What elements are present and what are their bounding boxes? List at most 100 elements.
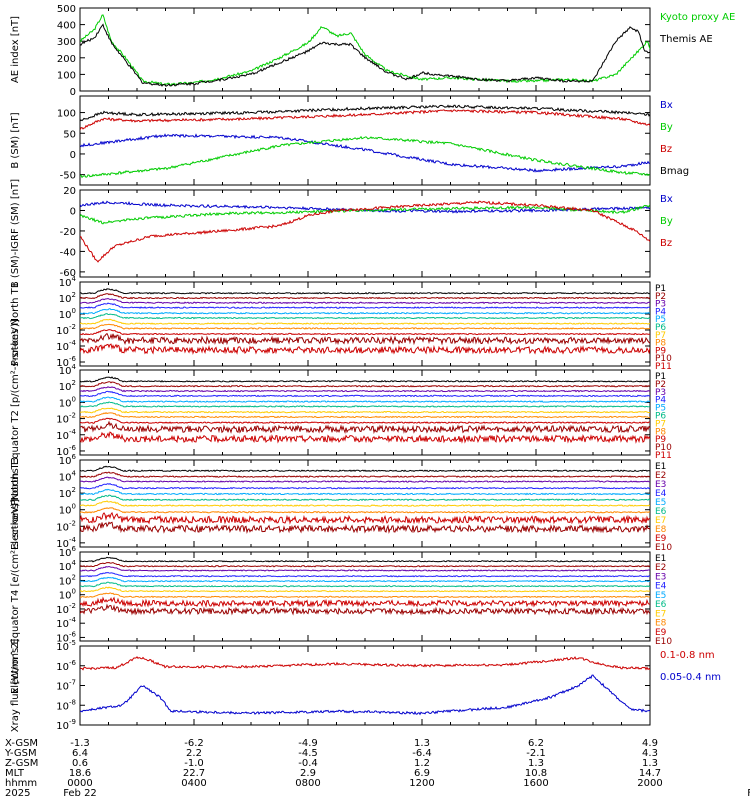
y-axis-label: B (SM)-IGRF (SM) [nT] [10, 179, 21, 288]
y-tick-label: 10-4 [56, 428, 76, 442]
y-tick-label: 50 [63, 129, 76, 140]
y-tick-label: -50 [60, 171, 76, 182]
y-tick-label: 10-6 [56, 630, 76, 644]
channel-line-p11 [80, 431, 650, 444]
legend-entry: Bx [660, 100, 673, 111]
y-tick-label: 10-4 [56, 616, 76, 630]
channel-label: E7 [655, 516, 666, 526]
footer-row-label: MLT [5, 768, 25, 779]
channel-label: E1 [655, 462, 666, 472]
footer-row-value: -6.4 [412, 748, 432, 759]
y-tick-label: 102 [59, 379, 76, 393]
channel-label: P6 [655, 323, 666, 333]
channel-line-p8 [80, 412, 650, 419]
y-tick-label: 100 [57, 70, 76, 81]
footer-row-value: -1.0 [184, 758, 204, 769]
channel-label: E10 [655, 637, 672, 647]
series-line-themis-ae [80, 23, 650, 87]
channel-line-p6 [80, 401, 650, 408]
channel-line-p9 [80, 329, 650, 336]
series-line-by [80, 204, 650, 225]
footer-row-value: 4.3 [642, 748, 658, 759]
footer-row-label: hhmm [5, 778, 37, 789]
footer-row-value: 6.4 [72, 748, 88, 759]
panel-3: -60 -40 -20 0 20 B (SM)-IGRF (SM) [nT] Bx By Bz [10, 179, 673, 288]
y-tick-label: 10-6 [56, 444, 76, 458]
y-tick-label: 104 [59, 363, 77, 377]
channel-line-e6 [80, 581, 650, 588]
panel-5: 104 102 100 10-2 10-4 10-6 Protons Equator T2 … [10, 319, 672, 506]
channel-line-e3 [80, 476, 650, 483]
y-tick-label: 10-2 [56, 323, 76, 337]
y-tick-label: 100 [59, 307, 76, 321]
channel-line-e4 [80, 571, 650, 578]
footer-row-value: 6.2 [528, 738, 544, 749]
legend-entry: By [660, 122, 673, 133]
y-tick-label: 200 [57, 54, 76, 65]
channel-label: P11 [655, 362, 672, 372]
y-tick-label: 300 [57, 37, 76, 48]
y-tick-label: 10-8 [56, 698, 76, 712]
y-tick-label: 500 [57, 4, 76, 15]
legend-entry: Bz [660, 238, 672, 249]
y-tick-label: 100 [59, 588, 76, 602]
channel-line-e7 [80, 586, 650, 593]
legend-entry: Bx [660, 194, 673, 205]
footer-row-value: -2.1 [526, 748, 546, 759]
y-tick-label: 10-9 [56, 718, 76, 732]
footer-row-value: 1200 [409, 778, 434, 789]
y-tick-label: 100 [59, 395, 76, 409]
y-tick-label: 10-6 [56, 659, 76, 673]
y-tick-label: 10-6 [56, 355, 76, 369]
y-tick-label: 102 [59, 573, 76, 587]
channel-line-e8 [80, 592, 650, 599]
channel-line-p7 [80, 407, 650, 414]
channel-label: P2 [655, 380, 666, 390]
y-tick-label: 106 [59, 453, 77, 467]
channel-line-p2 [80, 293, 650, 300]
y-tick-label: 102 [59, 291, 76, 305]
channel-line-p9 [80, 417, 650, 424]
y-tick-label: 100 [59, 503, 76, 517]
channel-label: P9 [655, 346, 666, 356]
channel-line-p1 [80, 288, 650, 295]
y-axis-label: B (SM) [nT] [10, 112, 21, 168]
channel-label: E10 [655, 543, 672, 553]
channel-label: P1 [655, 372, 666, 382]
channel-label: P9 [655, 435, 666, 445]
channel-line-p4 [80, 302, 650, 309]
y-axis-label: AE index [nT] [10, 16, 21, 83]
y-tick-label: 0 [70, 150, 76, 161]
footer-row-value: -1.3 [70, 738, 90, 749]
legend-entry: Bz [660, 144, 672, 155]
channel-line-p11 [80, 343, 650, 355]
y-tick-label: 104 [59, 470, 77, 484]
footer-row-value: 6.9 [414, 768, 430, 779]
channel-label: E3 [655, 572, 666, 582]
footer-row-value: 1.3 [642, 758, 658, 769]
channel-line-e5 [80, 488, 650, 496]
channel-line-e3 [80, 565, 650, 572]
channel-line-p5 [80, 308, 650, 315]
channel-label: P10 [655, 443, 672, 453]
channel-line-p2 [80, 381, 650, 388]
y-tick-label: 10-2 [56, 519, 76, 533]
y-axis-label: Electrons North T3 [10, 457, 21, 550]
channel-line-e9 [80, 511, 650, 525]
channel-line-p10 [80, 332, 650, 346]
channel-label: E7 [655, 609, 666, 619]
y-axis-label: Xray flux [W/m^2] [10, 639, 21, 733]
channel-line-e1 [80, 465, 650, 473]
channel-label: E5 [655, 498, 666, 508]
series-line-bz [80, 200, 650, 263]
y-tick-label: 102 [59, 486, 76, 500]
channel-line-p6 [80, 313, 650, 320]
channel-line-e6 [80, 494, 650, 502]
y-tick-label: 10-5 [56, 639, 76, 653]
y-tick-label: 10-4 [56, 536, 76, 550]
channel-line-p3 [80, 297, 650, 305]
channel-line-e7 [80, 500, 650, 507]
panel-6: 106 104 102 100 10-2 10-4 Electrons North T3 E1… [10, 453, 672, 553]
